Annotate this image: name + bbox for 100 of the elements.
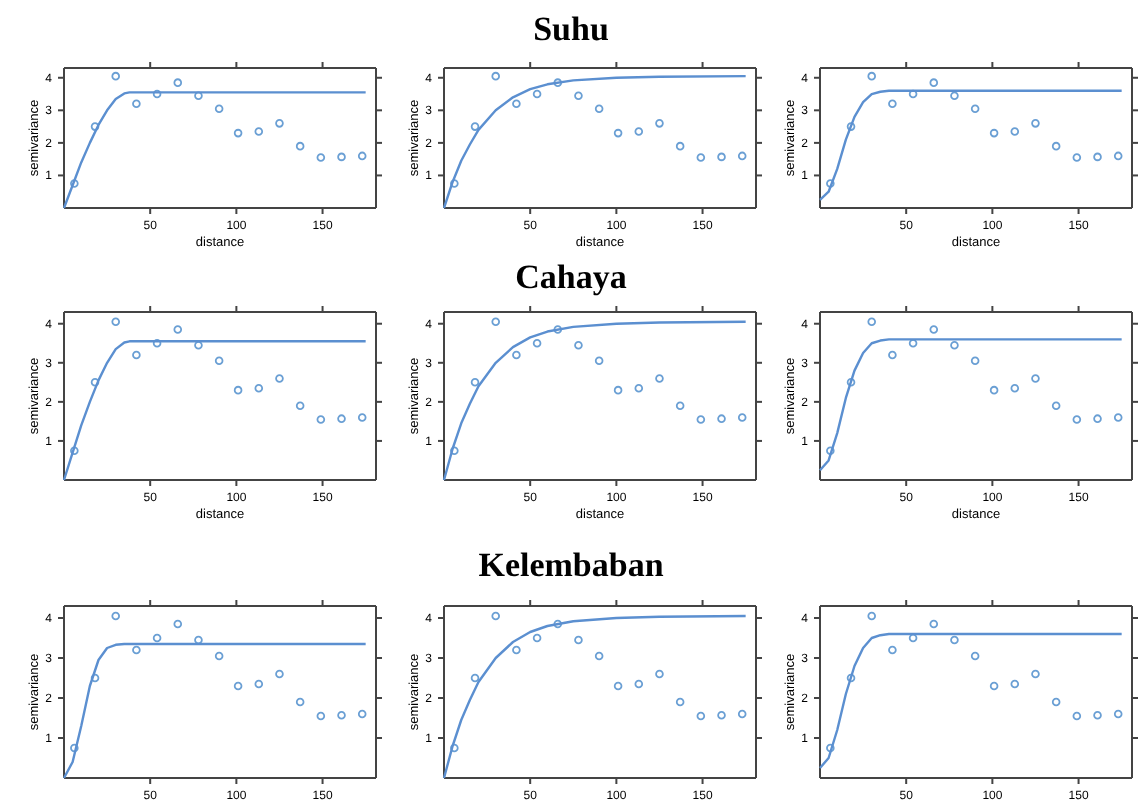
point <box>111 611 120 621</box>
point <box>553 78 563 87</box>
point <box>173 325 183 334</box>
point <box>337 152 346 162</box>
point <box>594 651 604 661</box>
point <box>594 104 604 113</box>
line-series <box>442 614 747 780</box>
point <box>254 679 264 689</box>
point <box>1093 710 1102 720</box>
point <box>613 385 623 395</box>
point <box>512 99 521 109</box>
point <box>989 681 999 691</box>
point <box>275 669 284 679</box>
point <box>846 122 856 131</box>
point <box>295 401 305 411</box>
point <box>450 446 459 455</box>
point <box>867 611 876 621</box>
point <box>1113 709 1123 719</box>
point <box>70 446 79 455</box>
point <box>696 415 706 424</box>
point <box>574 340 583 350</box>
point <box>826 743 835 753</box>
point <box>950 340 959 350</box>
point <box>888 99 897 109</box>
point <box>275 119 284 128</box>
point <box>491 611 500 621</box>
point <box>173 619 183 629</box>
point <box>214 104 224 113</box>
point <box>90 673 100 683</box>
point <box>1093 152 1102 162</box>
point <box>888 645 897 655</box>
point <box>512 645 521 655</box>
point <box>275 374 284 383</box>
chart-title: Kelembaban <box>478 546 665 584</box>
point <box>1051 401 1061 411</box>
point <box>867 71 876 81</box>
point <box>888 350 897 360</box>
point <box>950 91 959 100</box>
point <box>233 385 243 395</box>
point <box>737 709 747 719</box>
point <box>613 681 623 691</box>
point <box>1051 697 1061 707</box>
line-series <box>62 91 367 210</box>
point <box>450 743 459 753</box>
chart-title: Cahaya <box>515 258 628 296</box>
point <box>1072 415 1082 424</box>
point <box>655 119 664 128</box>
point <box>717 414 726 423</box>
point <box>70 743 79 753</box>
point <box>970 104 980 113</box>
point <box>70 179 79 188</box>
point <box>1072 153 1082 162</box>
point <box>1093 414 1102 423</box>
point <box>470 122 480 131</box>
point <box>470 673 480 683</box>
point <box>450 179 459 188</box>
point <box>826 179 835 188</box>
point <box>989 128 999 138</box>
point <box>532 89 542 99</box>
point <box>357 709 367 719</box>
point <box>989 385 999 395</box>
point <box>1051 141 1061 151</box>
line-series <box>442 74 747 210</box>
point <box>655 669 664 679</box>
point <box>1010 383 1020 393</box>
point <box>574 91 583 100</box>
point <box>233 128 243 138</box>
point <box>357 151 367 161</box>
point <box>491 317 500 327</box>
point <box>233 681 243 691</box>
point <box>532 633 542 643</box>
point <box>337 710 346 720</box>
point <box>574 635 583 645</box>
point <box>613 128 623 138</box>
point <box>675 401 685 411</box>
point <box>132 99 141 109</box>
point <box>970 356 980 366</box>
line-series <box>62 340 367 482</box>
point <box>1031 669 1040 679</box>
point <box>970 651 980 661</box>
point <box>737 413 747 422</box>
point <box>357 413 367 422</box>
point <box>491 71 500 81</box>
point <box>90 378 100 387</box>
point <box>1031 119 1040 128</box>
point <box>295 141 305 151</box>
chart-title: Suhu <box>533 10 609 48</box>
point <box>675 697 685 707</box>
point <box>254 127 264 136</box>
point <box>1113 413 1123 422</box>
point <box>316 153 326 162</box>
point <box>908 89 918 99</box>
point <box>90 122 100 131</box>
point <box>132 645 141 655</box>
point <box>470 378 480 387</box>
point <box>634 679 644 689</box>
point <box>929 325 939 334</box>
point <box>532 338 542 348</box>
point <box>553 619 563 629</box>
point <box>634 127 644 136</box>
